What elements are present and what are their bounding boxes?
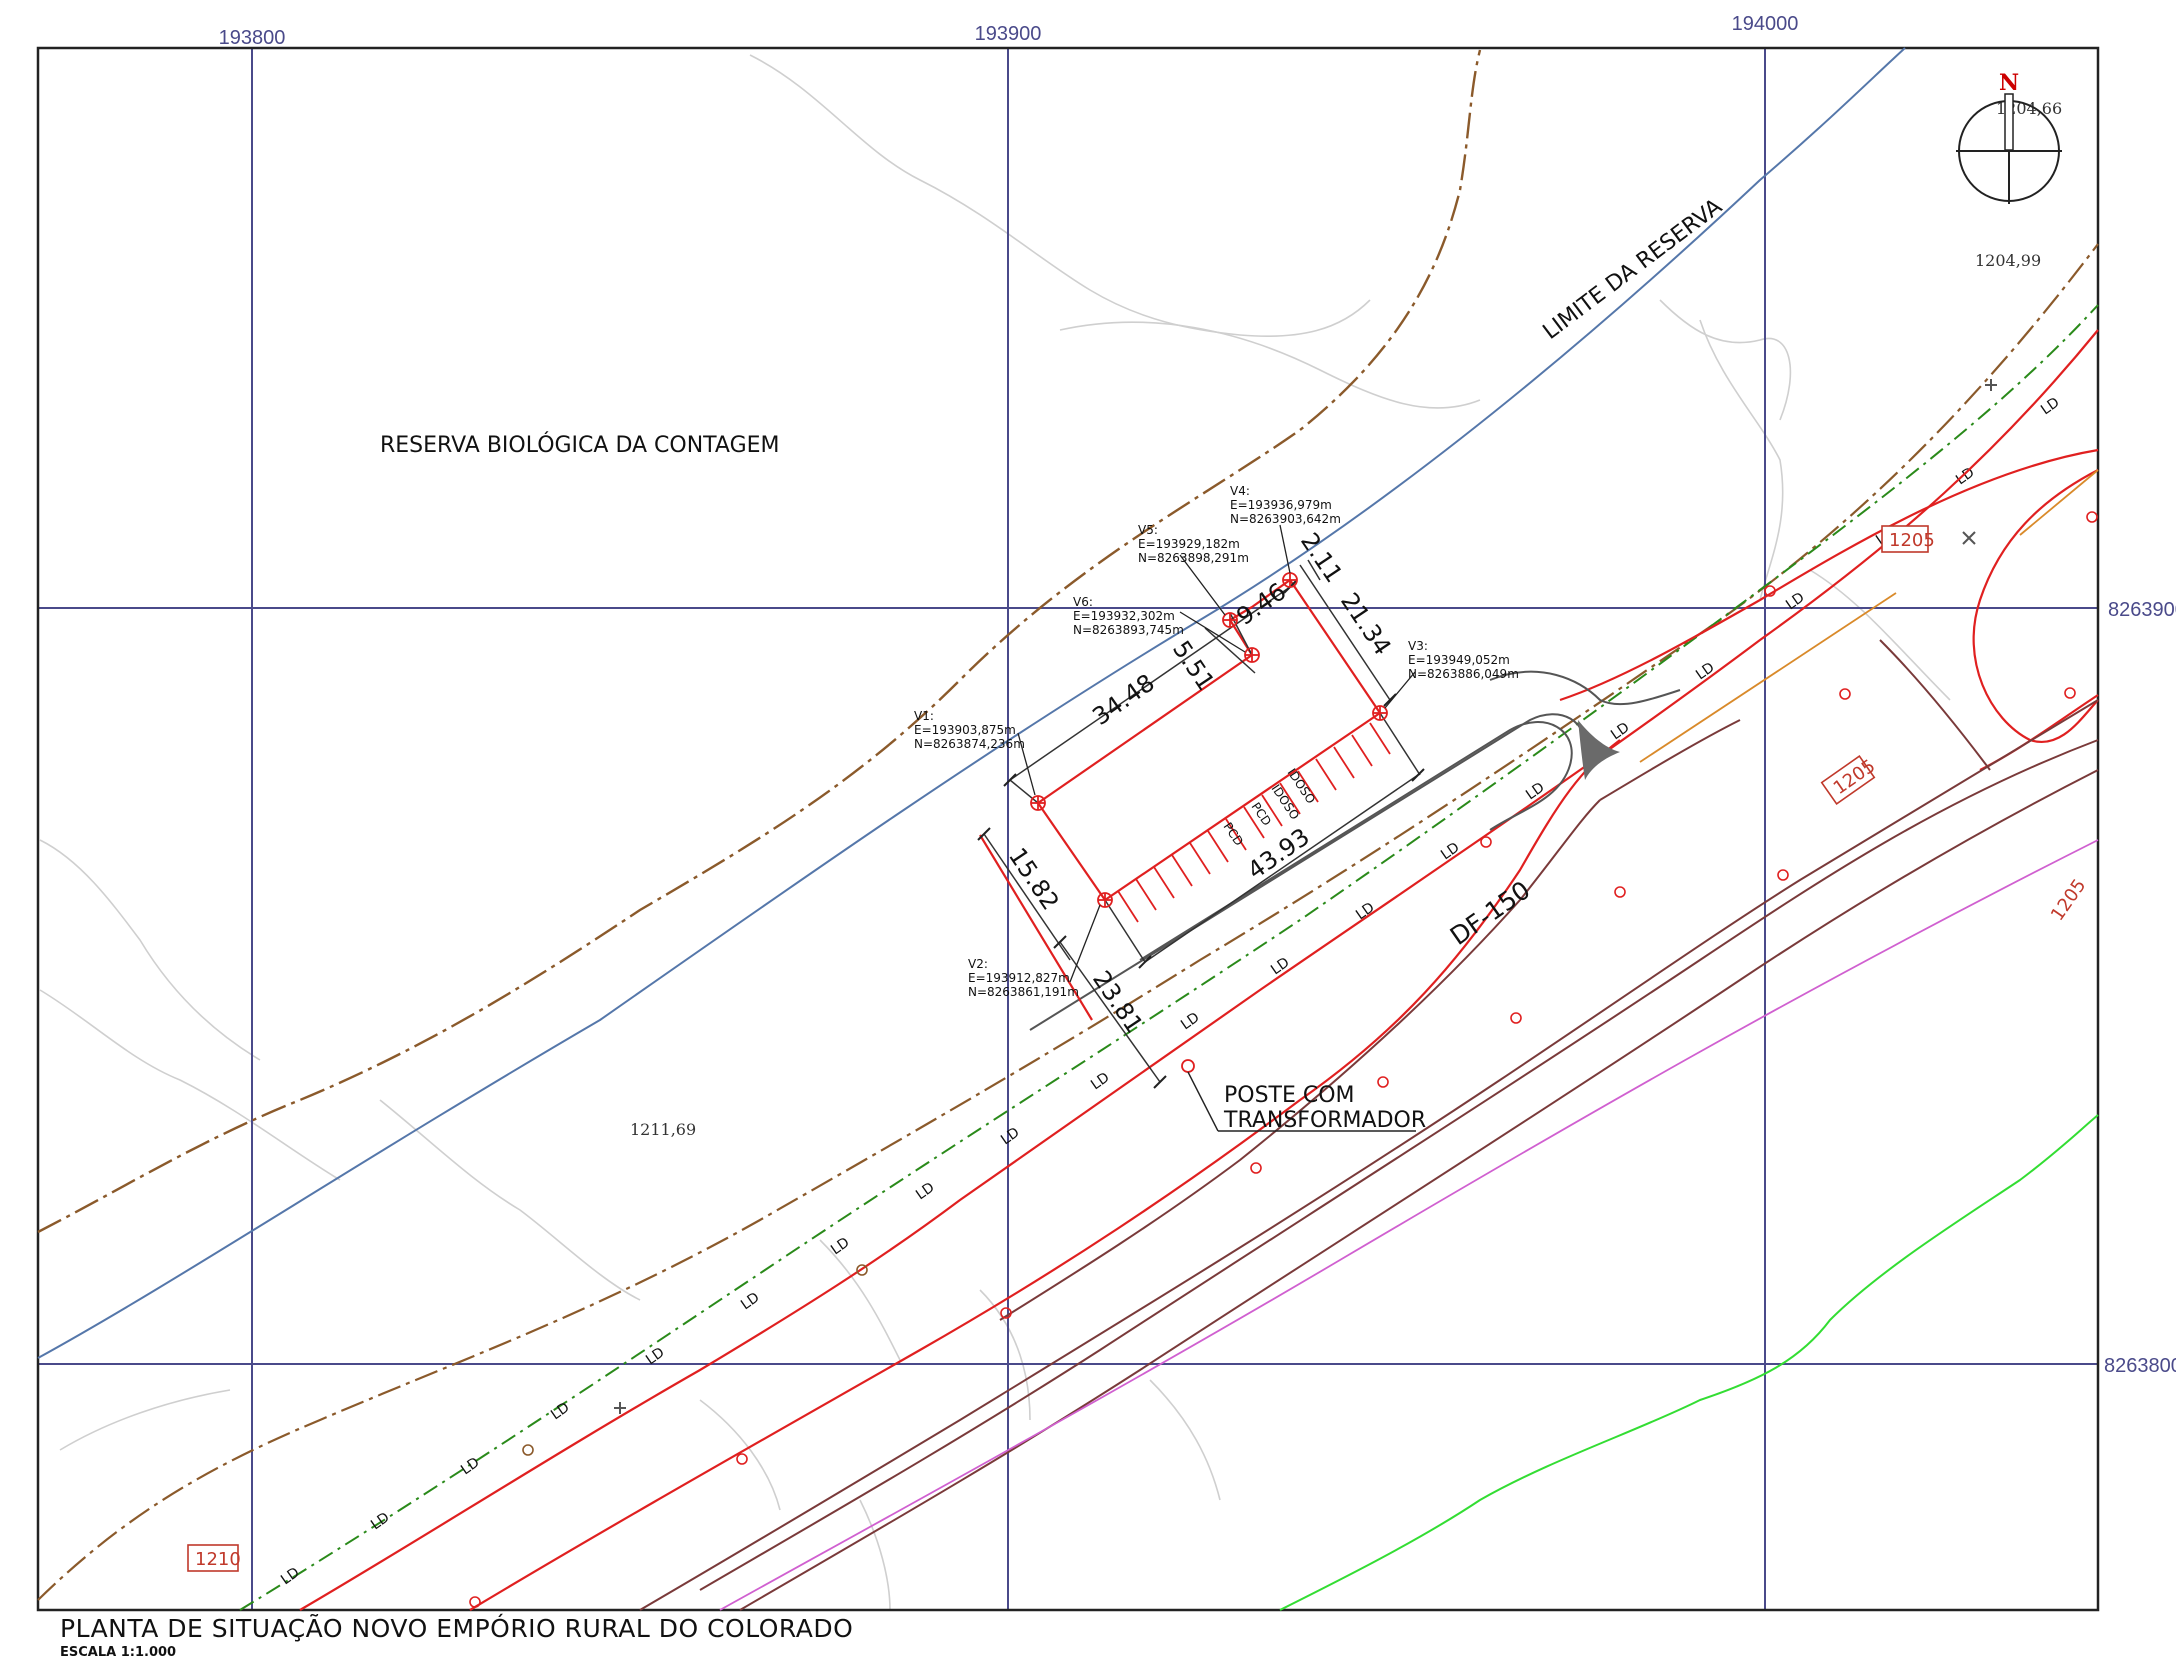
road-label-df150: DF-150 xyxy=(1445,875,1536,951)
pole-label-line2: TRANSFORMADOR xyxy=(1223,1108,1426,1133)
contour-tag: 1205 xyxy=(1889,530,1935,551)
dimension-lines xyxy=(983,559,1421,1083)
vertex-v6 xyxy=(1244,647,1260,663)
vertex-leaders xyxy=(1017,524,1416,983)
contour-line-road xyxy=(37,243,2099,1601)
vertex-v5 xyxy=(1222,612,1238,628)
v1-northing: N=8263874,236m xyxy=(914,737,1025,751)
road-edge-red xyxy=(299,329,2099,1611)
easting-label-194000: 194000 xyxy=(1732,13,1799,35)
orange-lines xyxy=(1639,469,2099,763)
coordinate-grid xyxy=(38,48,2098,1610)
ld-marker: LD xyxy=(548,1400,572,1424)
dimension-23-81: 23.81 xyxy=(1087,966,1149,1039)
dimension-34-48: 34.48 xyxy=(1087,669,1159,731)
reserve-limit-line xyxy=(37,47,1906,1359)
road-island xyxy=(1578,720,1620,780)
reserve-limit-label: LIMITE DA RESERVA xyxy=(1539,194,1727,345)
v2-northing: N=8263861,191m xyxy=(968,985,1079,999)
v6-easting: E=193932,302m xyxy=(1073,609,1175,623)
contour-tag: 1205 xyxy=(2047,875,2090,925)
ld-marker: LD xyxy=(1608,720,1632,744)
ld-marker: LD xyxy=(738,1290,762,1314)
easting-label-193900: 193900 xyxy=(975,23,1042,45)
cross-markers xyxy=(614,379,1997,1414)
elevation-label: 1204,99 xyxy=(1975,251,2041,270)
v1-easting: E=193903,875m xyxy=(914,723,1016,737)
ld-marker: LD xyxy=(1178,1010,1202,1034)
dimension-15-82: 15.82 xyxy=(1003,843,1065,916)
contour-tag: 1210 xyxy=(195,1549,241,1570)
parking-stalls xyxy=(1117,722,1391,923)
map-frame xyxy=(36,46,2100,1612)
contour-tags: 1205 1205 1205 1210 xyxy=(187,525,2090,1572)
drawing-scale: ESCALA 1:1.000 xyxy=(60,1645,177,1660)
dimension-21-34: 21.34 xyxy=(1335,588,1397,661)
ld-marker: LD xyxy=(1783,590,1807,614)
v4-northing: N=8263903,642m xyxy=(1230,512,1341,526)
v5-easting: E=193929,182m xyxy=(1138,537,1240,551)
northing-label-8263800: 8263800 xyxy=(2104,1355,2176,1377)
v5-name: V5: xyxy=(1138,523,1158,537)
magenta-line xyxy=(719,839,2099,1611)
northing-label-8263900: 8263900 xyxy=(2108,599,2176,621)
contour-line-upper xyxy=(37,49,1482,1234)
drawing-title-block: PLANTA DE SITUAÇÃO NOVO EMPÓRIO RURAL DO… xyxy=(60,1614,853,1660)
power-line-markers: LD LD LD LD LD LD LD LD LD LD LD LD LD L… xyxy=(278,395,2062,1589)
vertex-markers xyxy=(1030,572,1388,908)
v3-northing: N=8263886,049m xyxy=(1408,667,1519,681)
ld-marker: LD xyxy=(2038,395,2062,419)
parking-tag-pcd: PCD xyxy=(1249,800,1275,828)
v4-name: V4: xyxy=(1230,484,1250,498)
elevation-label: 1211,69 xyxy=(630,1120,696,1139)
pole-symbol xyxy=(1181,1059,1195,1073)
v6-name: V6: xyxy=(1073,595,1093,609)
v2-easting: E=193912,827m xyxy=(968,971,1070,985)
vertex-v2 xyxy=(1097,892,1113,908)
vertex-v3 xyxy=(1372,705,1388,721)
v3-easting: E=193949,052m xyxy=(1408,653,1510,667)
v4-easting: E=193936,979m xyxy=(1230,498,1332,512)
ld-marker: LD xyxy=(278,1565,302,1589)
dimension-values: 34.48 5.51 9.46 2.11 21.34 43.93 15.82 2… xyxy=(1003,528,1397,1039)
vertex-v4 xyxy=(1282,572,1298,588)
power-line xyxy=(239,304,2099,1611)
green-contour xyxy=(1279,1114,2099,1611)
red-point-markers xyxy=(469,511,2098,1608)
pole-label-line1: POSTE COM xyxy=(1224,1083,1355,1108)
ld-marker: LD xyxy=(1088,1070,1112,1094)
drawing-title: PLANTA DE SITUAÇÃO NOVO EMPÓRIO RURAL DO… xyxy=(60,1614,854,1643)
reserve-name-label: RESERVA BIOLÓGICA DA CONTAGEM xyxy=(380,432,780,458)
north-letter: N xyxy=(1999,70,2019,96)
v6-northing: N=8263893,745m xyxy=(1073,623,1184,637)
property-parcel xyxy=(979,579,1381,1021)
v3-name: V3: xyxy=(1408,639,1428,653)
v5-northing: N=8263898,291m xyxy=(1138,551,1249,565)
vertex-labels: V1: E=193903,875m N=8263874,236m V2: E=1… xyxy=(914,484,1519,999)
north-arrow: N xyxy=(1956,70,2062,204)
vertex-v1 xyxy=(1030,795,1046,811)
ld-marker: LD xyxy=(828,1235,852,1259)
brown-point-markers xyxy=(522,1264,868,1456)
pole-transformer: POSTE COM TRANSFORMADOR xyxy=(1181,1059,1426,1133)
v1-name: V1: xyxy=(914,709,934,723)
dimension-2-11: 2.11 xyxy=(1295,528,1348,588)
ld-marker: LD xyxy=(1953,465,1977,489)
ld-marker: LD xyxy=(998,1125,1022,1149)
v2-name: V2: xyxy=(968,957,988,971)
easting-label-193800: 193800 xyxy=(219,27,286,49)
ld-marker: LD xyxy=(368,1510,392,1534)
road-df150 xyxy=(639,639,2099,1611)
ld-marker: LD xyxy=(1268,955,1292,979)
ld-marker: LD xyxy=(913,1180,937,1204)
terrain-lines xyxy=(39,54,1951,1611)
